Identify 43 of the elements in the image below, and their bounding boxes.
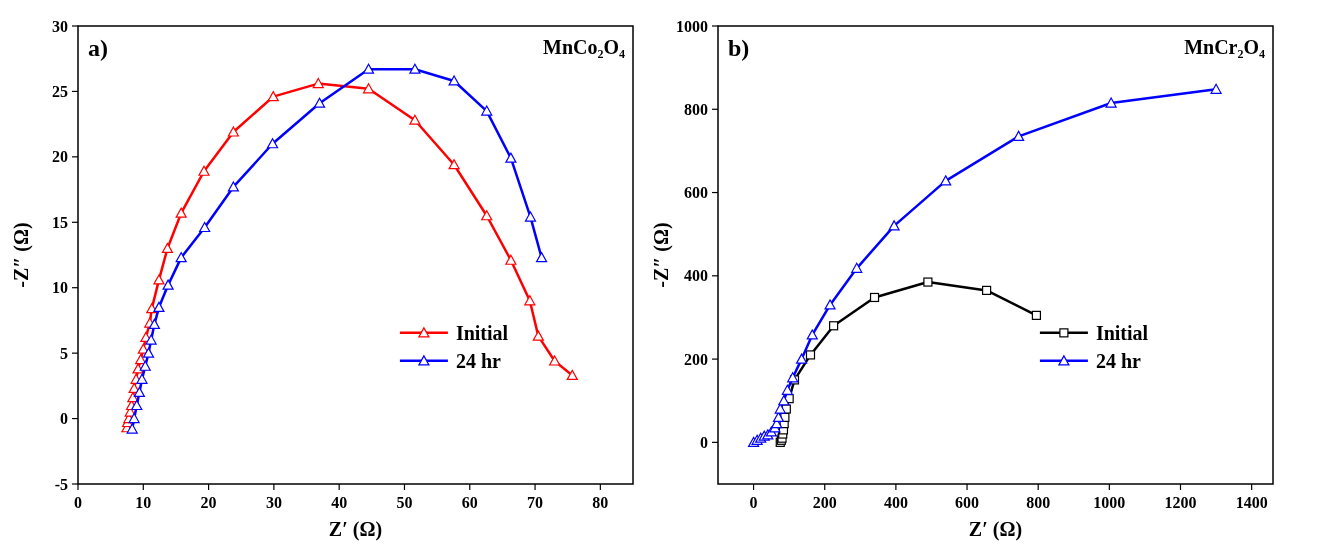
x-tick-label: 600 bbox=[955, 494, 980, 511]
x-axis-title: Z′ (Ω) bbox=[328, 518, 383, 541]
y-tick-label: 400 bbox=[684, 267, 708, 285]
y-axis-title: -Z″ (Ω) bbox=[10, 222, 33, 288]
y-tick-label: 800 bbox=[684, 100, 708, 118]
legend-label: 24 hr bbox=[1095, 349, 1142, 372]
x-tick-label: 1400 bbox=[1235, 494, 1268, 511]
y-tick-label: 1000 bbox=[676, 17, 708, 35]
chart-title: a) bbox=[88, 35, 108, 61]
x-tick-label: 60 bbox=[461, 494, 478, 511]
x-tick-label: 400 bbox=[883, 494, 908, 511]
annotation: MnCr₂O₄ bbox=[1184, 36, 1265, 58]
x-tick-label: 1200 bbox=[1164, 494, 1197, 511]
x-tick-label: 30 bbox=[265, 494, 282, 511]
y-tick-label: 5 bbox=[60, 344, 68, 362]
y-tick-label: 25 bbox=[52, 83, 68, 101]
x-tick-label: 70 bbox=[527, 494, 544, 511]
y-tick-label: 15 bbox=[52, 213, 68, 231]
x-tick-label: 1000 bbox=[1093, 494, 1126, 511]
y-axis-title: -Z″ (Ω) bbox=[650, 222, 673, 288]
x-tick-label: 800 bbox=[1026, 494, 1051, 511]
annotation: MnCo₂O₄ bbox=[543, 36, 625, 58]
x-tick-label: 0 bbox=[74, 494, 82, 511]
x-tick-label: 20 bbox=[200, 494, 217, 511]
y-tick-label: 20 bbox=[52, 148, 68, 166]
x-tick-label: 200 bbox=[812, 494, 837, 511]
chart-title: b) bbox=[728, 35, 750, 61]
legend-label: Initial bbox=[1095, 321, 1149, 344]
y-tick-label: -5 bbox=[54, 475, 68, 493]
x-tick-label: 0 bbox=[749, 494, 758, 511]
y-tick-label: 10 bbox=[52, 279, 68, 297]
x-axis-title: Z′ (Ω) bbox=[968, 518, 1023, 541]
x-tick-label: 80 bbox=[592, 494, 609, 511]
x-tick-label: 50 bbox=[396, 494, 413, 511]
y-tick-label: 0 bbox=[700, 433, 708, 451]
x-tick-label: 40 bbox=[331, 494, 348, 511]
x-tick-label: 10 bbox=[135, 494, 152, 511]
y-tick-label: 30 bbox=[52, 17, 68, 35]
legend-label: Initial bbox=[455, 321, 509, 344]
y-tick-label: 200 bbox=[684, 350, 708, 368]
legend-label: 24 hr bbox=[455, 349, 502, 372]
y-tick-label: 0 bbox=[60, 410, 68, 428]
y-tick-label: 600 bbox=[684, 184, 708, 202]
